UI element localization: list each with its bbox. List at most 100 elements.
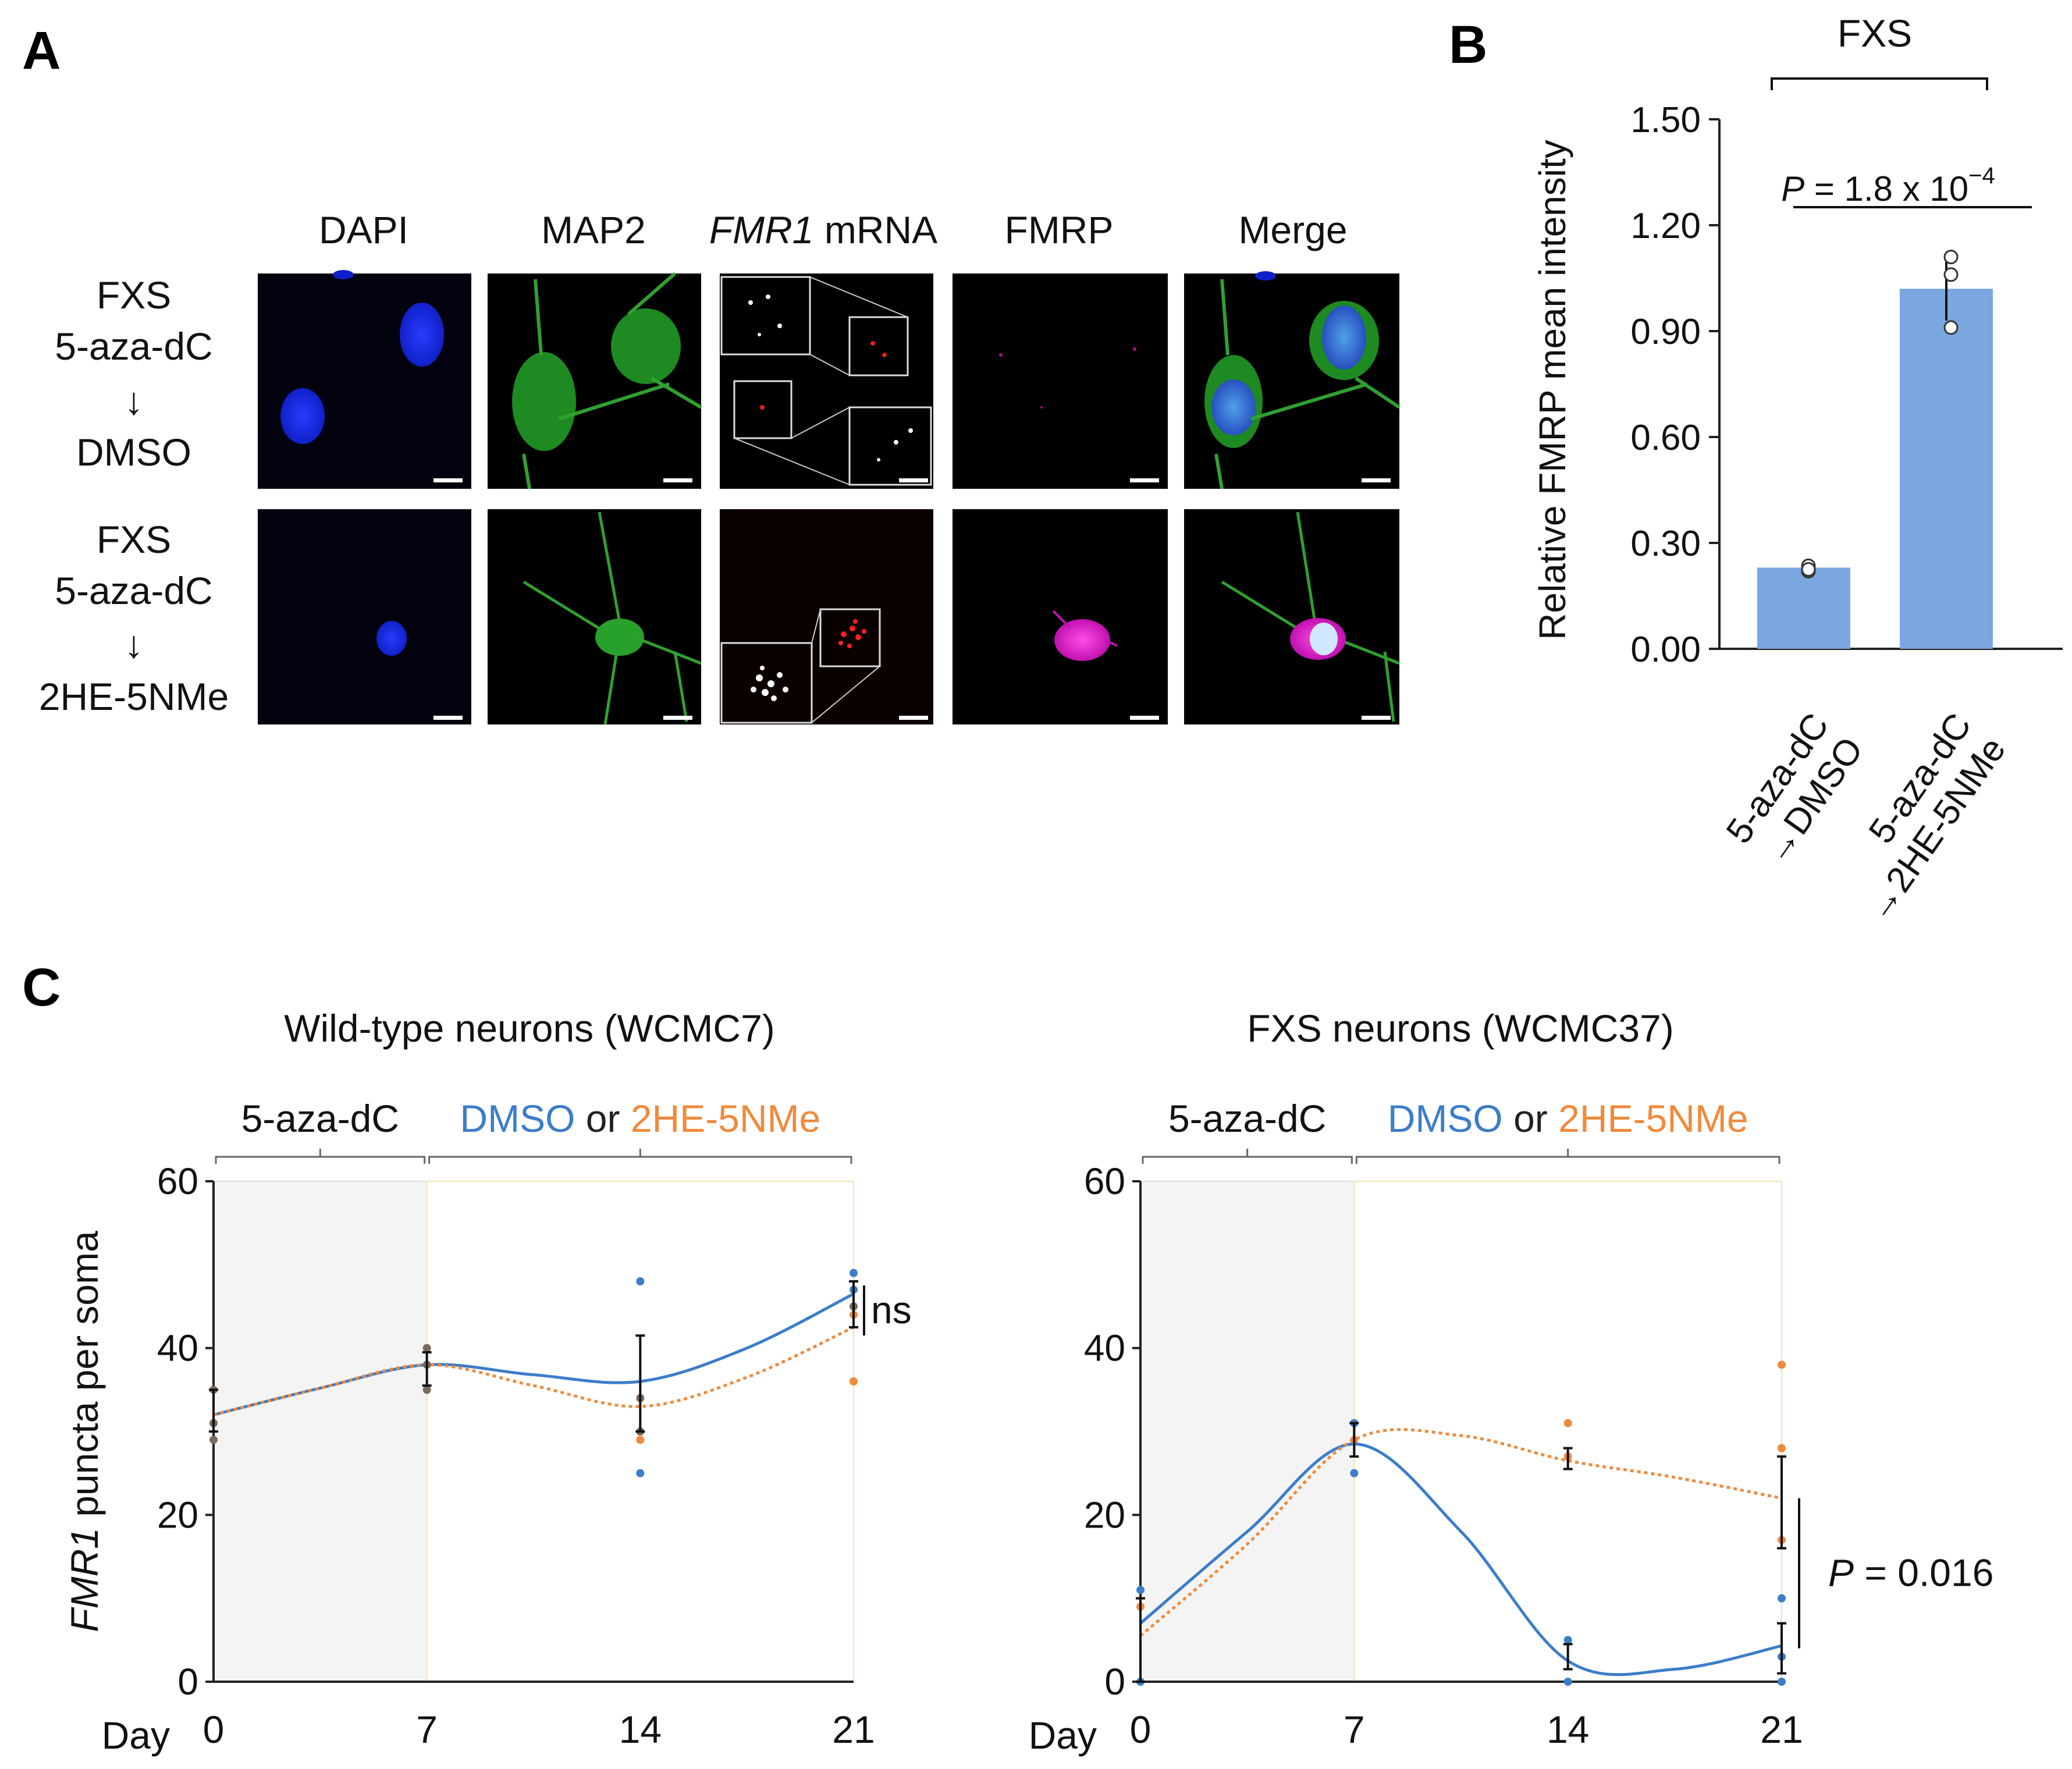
error-bar [635, 1334, 645, 1433]
bar [1900, 289, 1993, 649]
micrograph-map2-dmso [488, 272, 702, 489]
y-tick-label: 20 [157, 1494, 198, 1536]
phase-label-treatment: DMSO or 2HE-5NMe [460, 1097, 820, 1140]
pvalue-annotation-b: P = 1.8 x 10−4 [1781, 163, 1995, 208]
phase-label-pretreatment: 5-aza-dC [1168, 1097, 1326, 1140]
svg-text:5-aza-dC: 5-aza-dC [55, 325, 212, 368]
col-header-dapi: DAPI [319, 208, 408, 251]
col-header-fmrp: FMRP [1005, 208, 1114, 251]
data-point [422, 1386, 431, 1394]
error-bar [1563, 1643, 1573, 1671]
data-point [1136, 1586, 1145, 1594]
micrograph-merge-dmso [1184, 271, 1401, 489]
data-point [1778, 1361, 1786, 1369]
micrograph-fmr1-dmso [720, 273, 933, 489]
data-point [209, 1436, 218, 1444]
x-tick-label: 7 [1344, 1708, 1365, 1751]
data-point [1563, 1636, 1572, 1644]
x-tick-label: 21 [832, 1708, 875, 1751]
panel-label-c: C [22, 958, 61, 1017]
data-point [1563, 1678, 1572, 1686]
micrograph-fmr1-2he [720, 509, 933, 724]
svg-text:↓: ↓ [125, 379, 144, 422]
series-line-dmso [1139, 1442, 1782, 1676]
group-bracket [1771, 77, 1988, 90]
chart-b-ylabel: Relative FMRP mean intensity [1531, 140, 1573, 640]
panel-label-a: A [22, 21, 61, 80]
shaded-pretreatment-region [213, 1181, 428, 1682]
data-point [422, 1344, 431, 1352]
svg-text:2HE-5NMe: 2HE-5NMe [39, 675, 229, 718]
micrograph-merge-2he [1184, 509, 1400, 724]
phase-label-treatment: DMSO or 2HE-5NMe [1388, 1097, 1748, 1140]
x-tick-label: 0 [1130, 1708, 1151, 1751]
y-tick-label: 0 [177, 1661, 198, 1703]
data-point [1801, 562, 1816, 577]
col-header-fmr1-mrna: FMR1 mRNA [709, 208, 937, 251]
data-point [1943, 267, 1959, 282]
y-tick-label: 20 [1084, 1494, 1125, 1536]
y-tick-label: 0.90 [1630, 312, 1701, 352]
data-point [636, 1436, 645, 1444]
row-label-1: FXS 5-aza-dC ↓ DMSO [55, 273, 212, 474]
shaded-pretreatment-region [1140, 1181, 1355, 1682]
y-tick-label: 1.20 [1630, 206, 1701, 246]
data-point [1778, 1444, 1786, 1452]
error-bar [1563, 1447, 1573, 1470]
chart-cl-title: Wild-type neurons (WCMC7) [284, 1007, 775, 1050]
x-tick-label: 14 [1547, 1708, 1589, 1751]
phase-label-pretreatment: 5-aza-dC [241, 1097, 399, 1140]
panel-label-b: B [1449, 15, 1487, 74]
error-bar [209, 1388, 218, 1433]
error-bar [1777, 1622, 1786, 1675]
data-point [850, 1377, 858, 1386]
svg-text:FXS: FXS [97, 518, 171, 561]
y-tick-label: 0.60 [1630, 418, 1701, 458]
series-line-2he-5nme [213, 1326, 855, 1416]
chart-cr-title: FXS neurons (WCMC37) [1247, 1007, 1674, 1050]
phase-brace [428, 1149, 852, 1164]
panel-c-right-line-chart: FXS neurons (WCMC37) 5-aza-dC DMSO or 2HE… [1029, 1007, 1994, 1757]
micrograph-map2-2he [488, 509, 702, 725]
micrograph-dapi-2he [258, 509, 471, 724]
panel-c-left-line-chart: Wild-type neurons (WCMC7) FMR1 puncta pe… [63, 1007, 912, 1757]
row-label-2: FXS 5-aza-dC ↓ 2HE-5NMe [39, 518, 229, 718]
y-tick-label: 0.30 [1630, 524, 1701, 564]
x-tick-label: 14 [619, 1708, 662, 1751]
y-tick-label: 60 [157, 1160, 198, 1202]
data-point [850, 1269, 858, 1277]
error-bar [1777, 1455, 1786, 1550]
svg-text:5-aza-dC: 5-aza-dC [55, 569, 212, 612]
micrograph-fmrp-dmso [953, 273, 1168, 489]
micrograph-dapi-dmso [258, 270, 471, 489]
data-point [1563, 1419, 1572, 1427]
pvalue-annotation-c: P = 0.016 [1828, 1551, 1993, 1594]
y-tick-label: 0.00 [1630, 630, 1701, 670]
data-point [1778, 1678, 1786, 1686]
phase-brace [1355, 1149, 1780, 1164]
data-point [636, 1277, 645, 1285]
bar [1757, 567, 1850, 649]
panel-a: DAPI MAP2 FMR1 mRNA FMRP Merge FXS 5-aza… [39, 208, 1401, 725]
y-tick-label: 40 [1084, 1327, 1125, 1369]
data-point [1778, 1594, 1786, 1603]
error-bar [849, 1280, 858, 1328]
y-tick-label: 0 [1104, 1661, 1125, 1703]
chart-b-title: FXS [1838, 12, 1912, 55]
data-point [1350, 1469, 1359, 1477]
data-point [1943, 320, 1959, 335]
data-point [636, 1469, 645, 1477]
micrograph-fmrp-2he [953, 509, 1168, 724]
phase-brace [215, 1149, 426, 1164]
y-tick-label: 40 [157, 1327, 198, 1369]
error-bar [1136, 1597, 1145, 1683]
phase-brace [1142, 1149, 1353, 1164]
col-header-map2: MAP2 [541, 208, 646, 251]
chart-cl-ylabel: FMR1 puncta per soma [63, 1231, 106, 1632]
series-line-2he-5nme [1139, 1428, 1782, 1637]
x-category-label: 5-aza-dC→2HE-5NMe [1824, 706, 2014, 929]
x-category-label: 5-aza-dC→DMSO [1719, 706, 1871, 875]
error-bar [1349, 1422, 1359, 1458]
svg-text:DMSO: DMSO [76, 431, 191, 474]
